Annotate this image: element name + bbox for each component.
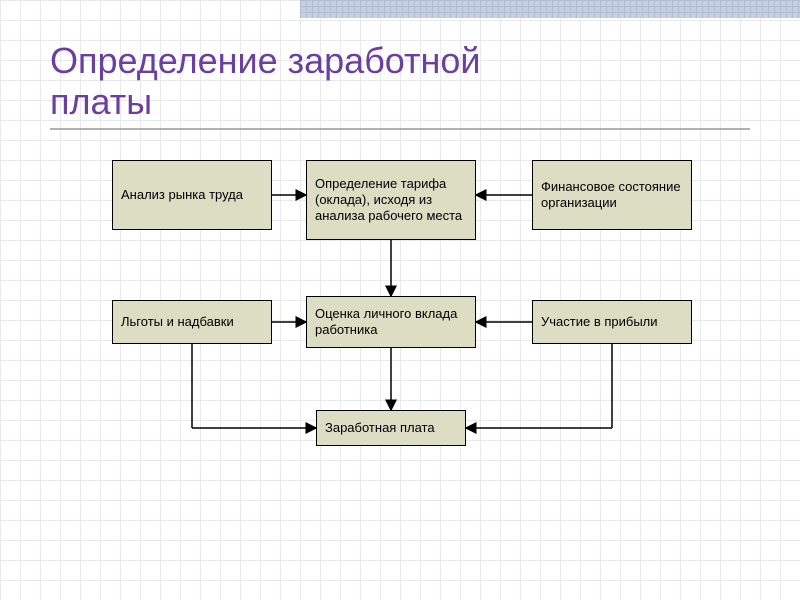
flow-node-n5: Оценка личного вклада работника [306, 296, 476, 348]
flow-node-n7: Заработная плата [316, 410, 466, 446]
flow-node-label: Финансовое состояние организации [541, 179, 683, 212]
title-line-1: Определение заработной [50, 40, 481, 81]
flow-node-label: Определение тарифа (оклада), исходя из а… [315, 176, 467, 225]
flow-node-n6: Участие в прибыли [532, 300, 692, 344]
flow-node-label: Льготы и надбавки [121, 314, 234, 330]
flow-node-label: Участие в прибыли [541, 314, 658, 330]
flow-node-n4: Льготы и надбавки [112, 300, 272, 344]
flow-node-label: Оценка личного вклада работника [315, 306, 467, 339]
flow-node-label: Анализ рынка труда [121, 187, 243, 203]
header-accent [300, 0, 800, 18]
title-underline [50, 128, 750, 130]
page-title: Определение заработной платы [50, 40, 481, 123]
title-line-2: платы [50, 81, 152, 122]
flow-node-n3: Финансовое состояние организации [532, 160, 692, 230]
flow-node-n1: Анализ рынка труда [112, 160, 272, 230]
flow-node-n2: Определение тарифа (оклада), исходя из а… [306, 160, 476, 240]
flow-node-label: Заработная плата [325, 420, 435, 436]
